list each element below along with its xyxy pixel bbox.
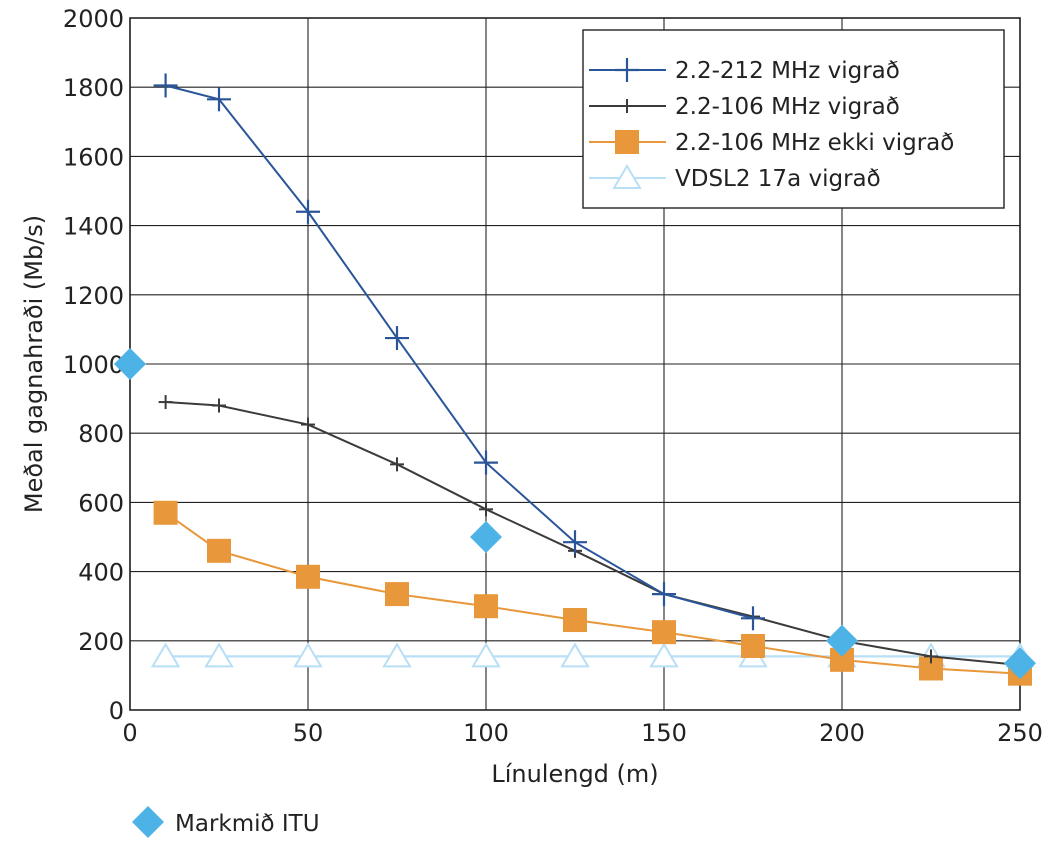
x-tick-label: 0 [122,719,137,747]
legend-marker-3 [612,164,642,189]
y-tick-label: 1200 [63,282,124,310]
legend-marker-2 [615,130,639,154]
x-tick-label: 200 [819,719,865,747]
y-tick-label: 800 [78,420,124,448]
series-3 [150,642,1035,668]
itu-target-legend-marker [132,806,164,838]
x-tick-label: 250 [997,719,1043,747]
legend-label-2: 2.2-106 MHz ekki vigrað [675,130,954,156]
data-point-2 [153,500,178,525]
y-tick-label: 200 [78,628,124,656]
data-point-2 [296,564,320,589]
data-point-3 [560,642,590,668]
y-tick-label: 0 [109,697,124,725]
data-point-3 [471,642,501,668]
data-point-2 [207,538,231,563]
data-point-3 [649,642,679,668]
x-axis-title: Línulengd (m) [491,760,658,788]
data-point-1 [479,502,493,517]
series-line-1 [165,401,1021,667]
x-tick-label: 100 [463,719,509,747]
data-point-3 [382,642,412,668]
y-tick-label: 2000 [63,5,124,33]
y-tick-label: 1400 [63,213,124,241]
x-tick-label: 50 [293,719,324,747]
data-point-1 [212,398,226,413]
legend-entry-3: VDSL2 17a vigrað [589,164,881,192]
data-point-3 [150,642,181,668]
legend-label-0: 2.2-212 MHz vigrað [675,58,900,84]
data-point-1 [301,417,315,432]
legend: 2.2-212 MHz vigrað 2.2-106 MHz vigrað 2.… [582,29,1005,209]
data-point-1 [158,395,173,410]
itu-targets [114,348,1036,680]
x-tick-label: 150 [641,719,687,747]
y-tick-label: 400 [78,559,124,587]
y-tick-label: 600 [78,489,124,517]
data-point-1 [924,649,938,664]
x-tick-labels: 0 50 100 150 200 250 [122,719,1043,747]
legend-entry-2: 2.2-106 MHz ekki vigrað [589,130,954,156]
legend-marker-0 [615,58,639,82]
series-line-0 [165,84,754,620]
series-1 [158,395,1027,673]
y-tick-label: 1600 [63,143,124,171]
itu-target-point [470,521,502,553]
itu-target-point [826,624,858,657]
itu-target-legend-label: Markmið ITU [175,811,320,837]
legend-entry-0: 2.2-212 MHz vigrað [589,58,900,84]
legend-label-3: VDSL2 17a vigrað [675,166,881,192]
y-tick-labels: 0 200 400 600 800 1000 1200 1400 1600 1800 2000 [63,5,124,725]
itu-target-legend: Markmið ITU [132,806,320,838]
y-axis-title: Meðal gagnahraði (Mb/s) [20,215,48,513]
itu-target-legend-diamond [132,806,164,838]
data-point-1 [390,457,404,472]
data-point-0 [563,530,587,555]
data-point-0 [385,326,409,351]
data-point-0 [207,87,231,112]
data-point-2 [563,608,587,633]
data-point-3 [204,642,234,668]
data-point-0 [652,582,676,607]
y-tick-label: 1000 [63,351,124,379]
y-tick-label: 1800 [63,74,124,102]
itu-target-point [114,348,146,380]
data-point-3 [293,642,323,668]
legend-entry-1: 2.2-106 MHz vigrað [589,94,900,120]
data-point-0 [153,73,178,98]
data-point-0 [741,606,765,631]
data-point-0 [474,450,498,475]
data-point-2 [474,594,498,619]
data-point-2 [385,582,409,607]
data-point-2 [741,633,765,658]
legend-marker-1 [620,99,634,113]
series-0 [153,73,765,631]
legend-label-1: 2.2-106 MHz vigrað [675,94,900,120]
data-point-0 [296,199,320,224]
data-point-2 [652,620,676,645]
itu-target-point [1004,647,1036,680]
series-layer [150,73,1035,686]
series-2 [153,500,1032,686]
